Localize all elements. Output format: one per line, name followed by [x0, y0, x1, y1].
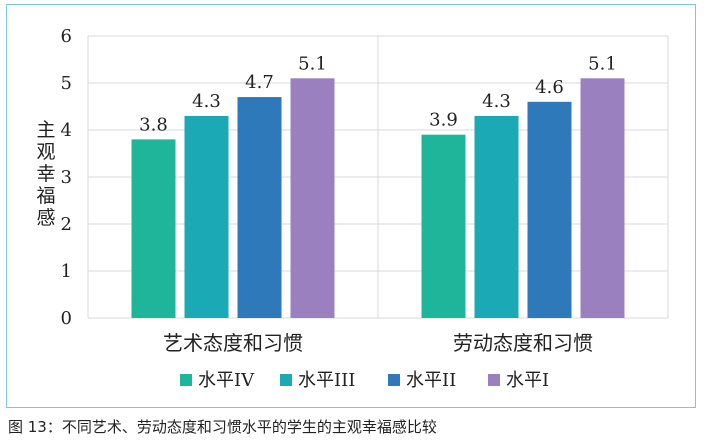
- legend-swatch: [280, 374, 292, 386]
- bar: [131, 139, 176, 318]
- bars: [131, 78, 625, 319]
- y-tick-label: 6: [61, 26, 72, 47]
- legend: 水平IV 水平III 水平II 水平I: [180, 370, 549, 391]
- y-axis-label: 主观幸福感: [36, 119, 55, 229]
- legend-label: 水平IV: [198, 370, 255, 391]
- bar: [474, 115, 519, 319]
- data-label: 3.9: [429, 110, 458, 131]
- legend-label: 水平III: [298, 370, 355, 391]
- y-tick-label: 4: [61, 120, 72, 141]
- legend-swatch: [180, 374, 192, 386]
- y-tick-label: 2: [61, 214, 72, 235]
- data-label: 5.1: [588, 53, 617, 74]
- bar: [184, 115, 229, 319]
- legend-label: 水平II: [406, 370, 456, 391]
- bar-chart: 0 1 2 3 4 5 6 3.8 4.3 4.7 5.1 3.9 4.3 4.6 5.1 艺术态度和习惯…: [36, 26, 669, 391]
- x-axis-categories: 艺术态度和习惯 劳动态度和习惯: [163, 331, 593, 355]
- x-category-label: 艺术态度和习惯: [163, 331, 303, 355]
- data-label: 3.8: [139, 114, 168, 135]
- bar: [290, 78, 335, 318]
- y-axis-title: 主观幸福感: [36, 119, 55, 229]
- y-tick-label: 5: [61, 73, 72, 94]
- y-tick-label: 1: [61, 261, 72, 282]
- y-axis-ticks: 0 1 2 3 4 5 6: [61, 26, 72, 329]
- figure-caption: 图 13：不同艺术、劳动态度和习惯水平的学生的主观幸福感比较: [8, 418, 437, 436]
- bar: [527, 101, 572, 318]
- y-tick-label: 3: [61, 167, 72, 188]
- bar: [580, 78, 625, 318]
- data-label: 4.6: [535, 77, 564, 98]
- legend-swatch: [488, 374, 500, 386]
- legend-label: 水平I: [506, 370, 549, 391]
- legend-swatch: [388, 374, 400, 386]
- y-tick-label: 0: [61, 308, 72, 329]
- data-labels: 3.8 4.3 4.7 5.1 3.9 4.3 4.6 5.1: [139, 53, 617, 135]
- data-label: 5.1: [298, 53, 327, 74]
- data-label: 4.3: [482, 91, 511, 112]
- bar: [421, 134, 466, 318]
- data-label: 4.7: [245, 72, 274, 93]
- bar: [237, 97, 282, 318]
- x-category-label: 劳动态度和习惯: [453, 331, 593, 355]
- data-label: 4.3: [192, 91, 221, 112]
